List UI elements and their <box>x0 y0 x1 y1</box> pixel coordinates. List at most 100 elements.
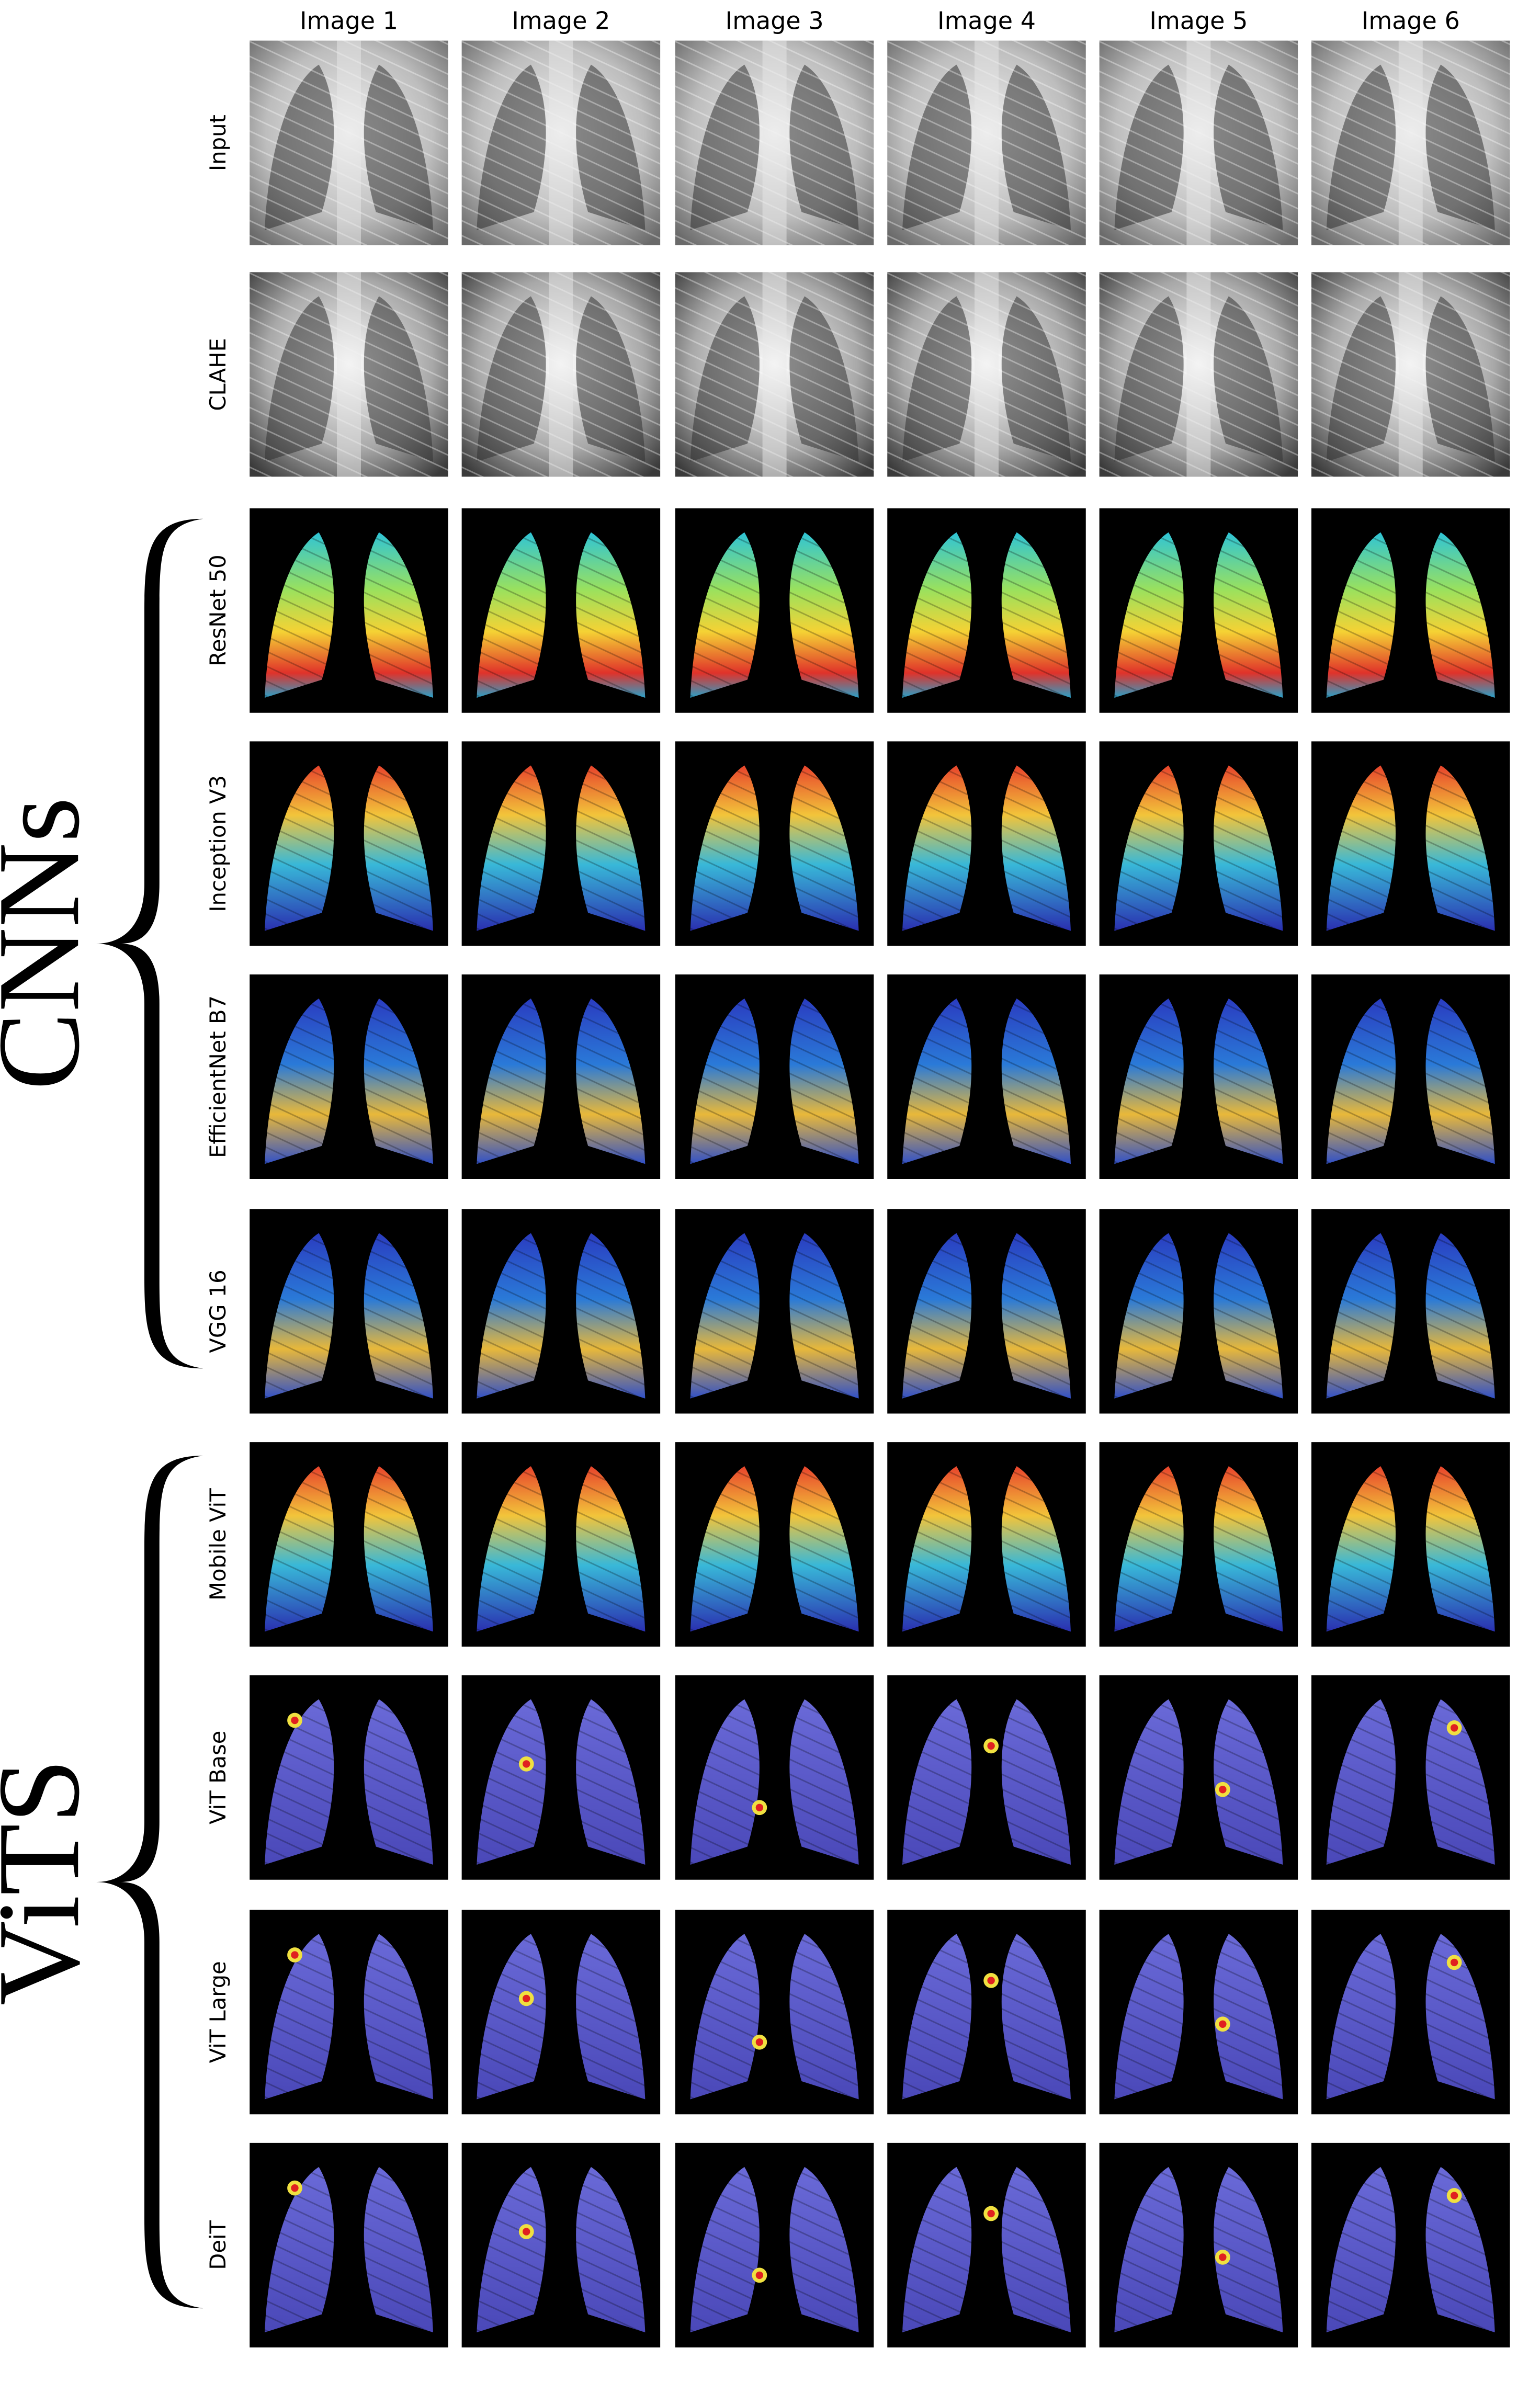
rib-texture <box>1425 1233 1495 1399</box>
image-cell <box>1099 272 1298 477</box>
rib-texture <box>1001 1934 1071 2100</box>
image-cell <box>250 974 448 1179</box>
image-cell <box>461 272 661 477</box>
rib-texture <box>1326 765 1396 931</box>
rib-texture <box>364 1934 433 2100</box>
image-cell <box>1311 1675 1510 1880</box>
rib-texture <box>1114 532 1184 698</box>
rib-texture <box>265 1934 334 2100</box>
spine <box>1186 40 1211 245</box>
image-cell <box>887 272 1086 477</box>
image-cell <box>675 2142 874 2347</box>
image-cell <box>1099 1675 1298 1880</box>
rib-texture <box>265 765 334 931</box>
spine <box>762 40 787 245</box>
rib-texture <box>576 532 646 698</box>
rib-texture <box>1326 2167 1396 2333</box>
image-cell <box>250 1442 448 1647</box>
column-header: Image 6 <box>1362 7 1460 35</box>
rib-texture <box>902 1466 972 1632</box>
rib-texture <box>1114 1233 1184 1399</box>
rib-texture <box>1214 999 1283 1164</box>
spine <box>337 272 361 477</box>
row-label: CLAHE <box>205 338 231 411</box>
image-cell <box>887 1910 1086 2115</box>
rib-texture <box>477 1466 546 1632</box>
rib-texture <box>1114 2167 1184 2333</box>
rib-texture <box>1001 532 1071 698</box>
rib-texture <box>364 532 433 698</box>
image-cell <box>887 1675 1086 1880</box>
rib-texture <box>1001 2167 1071 2333</box>
rib-texture <box>690 532 760 698</box>
image-cell <box>461 2142 661 2347</box>
rib-texture <box>1326 1233 1396 1399</box>
image-cell <box>461 40 661 245</box>
image-cell <box>1311 1442 1510 1647</box>
attention-core <box>523 1994 530 2003</box>
rib-texture <box>1214 1233 1283 1399</box>
attention-core <box>291 1951 299 1959</box>
attention-core <box>523 2228 530 2236</box>
rib-texture <box>1326 532 1396 698</box>
rib-texture <box>1214 765 1283 931</box>
attention-core <box>291 2184 299 2192</box>
rib-texture <box>576 1233 646 1399</box>
rib-texture <box>902 2167 972 2333</box>
image-cell <box>1099 1910 1298 2115</box>
image-cell <box>1311 974 1510 1179</box>
rib-texture <box>690 999 760 1164</box>
rib-texture <box>690 1233 760 1399</box>
rib-texture <box>477 532 546 698</box>
rib-texture <box>789 1934 859 2100</box>
attention-core <box>755 2271 764 2279</box>
image-cell <box>1311 40 1510 245</box>
image-cell <box>461 508 661 713</box>
group-brace <box>96 518 203 1369</box>
attention-core <box>987 2209 995 2218</box>
rib-texture <box>902 999 972 1164</box>
rib-texture <box>1425 999 1495 1164</box>
image-cell <box>1099 2142 1298 2347</box>
rib-texture <box>1425 532 1495 698</box>
image-cell <box>675 1209 874 1414</box>
image-cell <box>675 1442 874 1647</box>
rib-texture <box>789 999 859 1164</box>
rib-texture <box>690 1466 760 1632</box>
attention-core <box>1450 1958 1458 1967</box>
attention-core <box>987 1742 995 1750</box>
rib-texture <box>364 1233 433 1399</box>
rib-texture <box>265 999 334 1164</box>
rib-texture <box>576 1699 646 1865</box>
attention-core <box>523 1760 530 1768</box>
rib-texture <box>576 1466 646 1632</box>
rib-texture <box>364 1699 433 1865</box>
image-cell <box>461 741 661 946</box>
image-cell <box>1099 974 1298 1179</box>
column-header: Image 2 <box>512 7 610 35</box>
image-cell <box>1311 272 1510 477</box>
image-cell <box>461 1675 661 1880</box>
rib-texture <box>265 1699 334 1865</box>
rib-texture <box>1326 1466 1396 1632</box>
rib-texture <box>1425 765 1495 931</box>
image-cell <box>1099 1209 1298 1414</box>
rib-texture <box>477 1934 546 2100</box>
rib-texture <box>1214 1466 1283 1632</box>
rib-texture <box>902 1934 972 2100</box>
image-cell <box>887 974 1086 1179</box>
group-brace <box>96 1456 203 2309</box>
rib-texture <box>1425 2167 1495 2333</box>
rib-texture <box>789 1699 859 1865</box>
rib-texture <box>364 1466 433 1632</box>
rib-texture <box>789 1466 859 1632</box>
row-label: Input <box>205 115 231 171</box>
attention-core <box>1450 2192 1458 2199</box>
rib-texture <box>477 1699 546 1865</box>
rib-texture <box>690 1699 760 1865</box>
spine <box>549 272 573 477</box>
spine <box>975 272 999 477</box>
rib-texture <box>265 2167 334 2333</box>
